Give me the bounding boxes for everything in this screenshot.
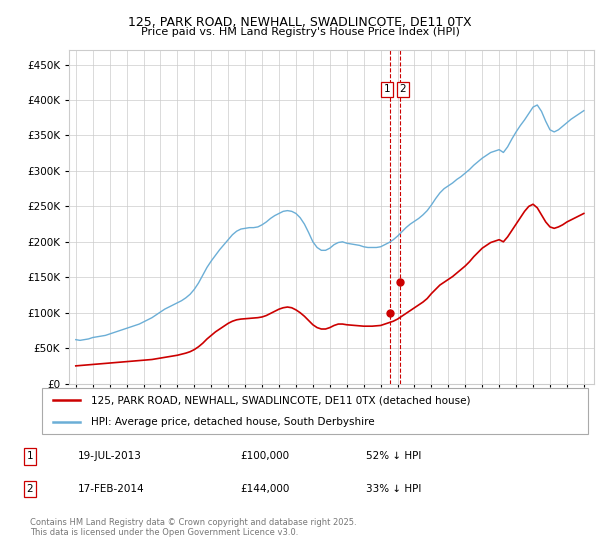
Text: 1: 1 (26, 451, 34, 461)
Text: 17-FEB-2014: 17-FEB-2014 (78, 484, 145, 494)
FancyBboxPatch shape (42, 388, 588, 434)
Text: 52% ↓ HPI: 52% ↓ HPI (366, 451, 421, 461)
Text: £144,000: £144,000 (240, 484, 289, 494)
Text: 1: 1 (383, 85, 390, 95)
Text: 33% ↓ HPI: 33% ↓ HPI (366, 484, 421, 494)
Text: 2: 2 (400, 85, 406, 95)
Text: Price paid vs. HM Land Registry's House Price Index (HPI): Price paid vs. HM Land Registry's House … (140, 27, 460, 37)
Text: 19-JUL-2013: 19-JUL-2013 (78, 451, 142, 461)
Text: 2: 2 (26, 484, 34, 494)
Text: 125, PARK ROAD, NEWHALL, SWADLINCOTE, DE11 0TX: 125, PARK ROAD, NEWHALL, SWADLINCOTE, DE… (128, 16, 472, 29)
Text: 125, PARK ROAD, NEWHALL, SWADLINCOTE, DE11 0TX (detached house): 125, PARK ROAD, NEWHALL, SWADLINCOTE, DE… (91, 395, 470, 405)
Text: £100,000: £100,000 (240, 451, 289, 461)
Text: HPI: Average price, detached house, South Derbyshire: HPI: Average price, detached house, Sout… (91, 417, 375, 427)
Text: Contains HM Land Registry data © Crown copyright and database right 2025.
This d: Contains HM Land Registry data © Crown c… (30, 518, 356, 538)
